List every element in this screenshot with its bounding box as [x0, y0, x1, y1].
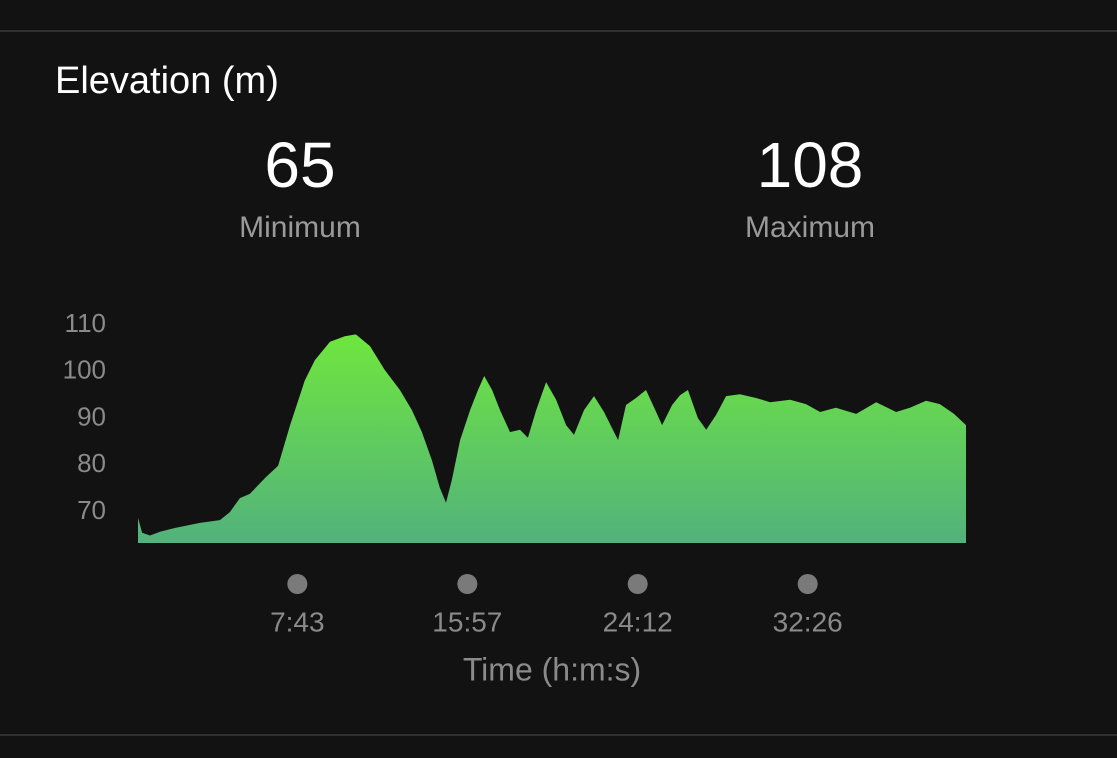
x-tick-label: 15:57 [432, 606, 502, 637]
x-tick-dot [457, 574, 478, 594]
y-tick-label: 90 [77, 401, 106, 431]
x-tick-label: 32:26 [773, 606, 843, 637]
stat-label: Maximum [745, 211, 875, 244]
stat-value: 65 [264, 129, 335, 201]
x-tick-dot [797, 574, 818, 594]
y-tick-label: 70 [77, 495, 106, 525]
y-tick-label: 110 [65, 308, 106, 338]
chart-title: Elevation (m) [55, 60, 279, 102]
x-tick-dot [627, 574, 648, 594]
elevation-area [138, 334, 966, 543]
x-tick-dot [287, 574, 308, 594]
stat-label: Minimum [239, 211, 361, 244]
stat-value: 108 [757, 129, 864, 201]
x-tick-label: 7:43 [270, 606, 325, 637]
x-tick-label: 24:12 [603, 606, 673, 637]
y-tick-label: 80 [77, 448, 106, 478]
x-axis-title: Time (h:m:s) [463, 651, 641, 687]
y-tick-label: 100 [63, 355, 106, 385]
